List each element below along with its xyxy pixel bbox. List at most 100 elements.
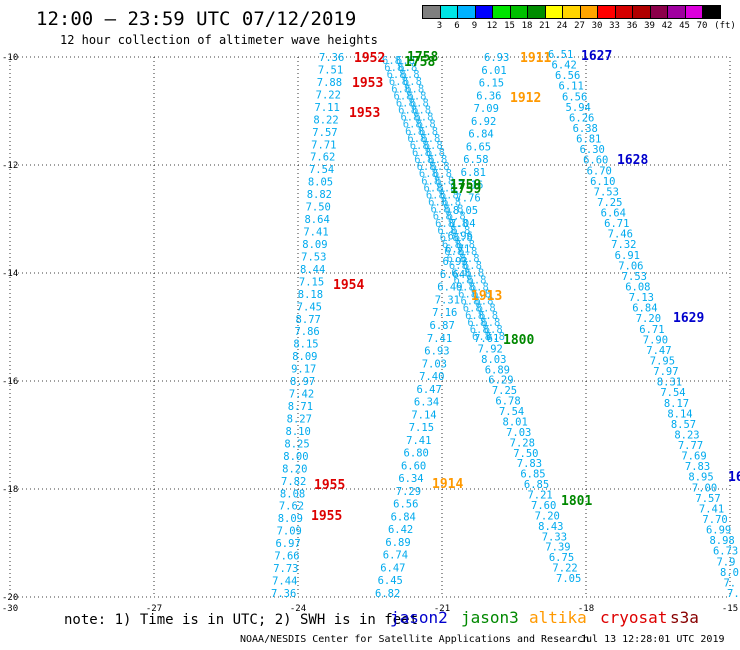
wave-height-value-track-1: 8.10 [286, 426, 311, 438]
wave-height-value-track-4: 6.08 [625, 282, 650, 294]
dense-wave-glyph: 6.8 [451, 267, 470, 279]
wave-height-value-track-4: 6.30 [580, 144, 605, 156]
dense-wave-glyph: 6.8 [382, 55, 401, 67]
dense-wave-glyph: 6.8 [442, 197, 461, 209]
wave-height-value-track-1: 7.11 [315, 102, 340, 114]
colorbar-label: 30 [591, 21, 603, 31]
dense-wave-glyph: 6.8 [401, 69, 420, 81]
wave-height-value-track-2: 6.36 [476, 90, 501, 102]
dense-wave-glyph: 6.8 [389, 76, 408, 88]
wave-height-value-track-1: 8.64 [304, 214, 329, 226]
pass-time-label: 1629 [673, 311, 704, 326]
footer-timestamp: Jul 13 12:28:01 UTC 2019 [580, 634, 725, 645]
dense-wave-glyph: 6.8 [474, 296, 493, 308]
wave-height-value-track-2: 7.14 [411, 409, 436, 421]
dense-wave-glyph: 6.8 [458, 289, 477, 301]
dense-wave-glyph: 6.8 [461, 253, 480, 265]
dense-wave-glyph: 6.8 [398, 62, 417, 74]
dense-wave-glyph: 6.8 [451, 225, 470, 237]
wave-height-value-track-1: 7.22 [316, 89, 341, 101]
wave-height-value-track-2: 7.04 [450, 218, 475, 230]
dense-wave-glyph: 6.8 [481, 317, 500, 329]
wave-height-value-track-1: 8.15 [293, 339, 318, 351]
dense-wave-glyph: 6.8 [405, 83, 424, 95]
wave-height-value-track-2: 7.03 [422, 358, 447, 370]
dense-wave-glyph: 6.8 [424, 140, 443, 152]
wave-height-value-track-1: 8.27 [287, 413, 312, 425]
wave-height-value-track-1: 8.05 [308, 177, 333, 189]
dense-overlapping-values: 6.86.86.86.86.86.86.86.86.86.86.86.86.86… [382, 55, 505, 343]
wave-height-value-track-2: 6.71 [445, 243, 470, 255]
wave-height-value-track-1: 8.25 [284, 438, 309, 450]
colorbar-label: 70 [696, 21, 708, 31]
latitude-tick-label: -10 [2, 53, 18, 63]
dense-wave-glyph: 6.8 [454, 232, 473, 244]
pass-time-label: 1954 [333, 278, 364, 293]
dense-wave-glyph: 6.8 [447, 253, 466, 265]
wave-height-value-track-3: 6.75 [549, 552, 574, 564]
wave-height-value-track-1: 7.57 [312, 127, 337, 139]
dense-wave-glyph: 6.8 [408, 90, 427, 102]
wave-height-value-track-4: 8.31 [657, 377, 682, 389]
longitude-tick-label: -24 [290, 604, 306, 614]
dense-wave-glyph: 6.8 [444, 246, 463, 258]
dense-wave-glyph: 6.8 [387, 69, 406, 81]
wave-height-value-track-4: 6.56 [562, 91, 587, 103]
wave-height-value-track-4: 8.14 [667, 408, 692, 420]
wave-height-value-track-3: 7.05 [556, 573, 581, 585]
dense-wave-glyph: 6.8 [460, 296, 479, 308]
pass-time-label: 1911 [520, 51, 551, 66]
wave-height-value-track-2: 6.84 [391, 511, 416, 523]
wave-height-value-track-4: 7.46 [608, 229, 633, 241]
wave-height-value-track-2: 7.40 [419, 371, 444, 383]
dense-wave-glyph: 6.8 [419, 126, 438, 138]
wave-height-value-track-1: 8.44 [300, 264, 325, 276]
dense-wave-glyph: 6.8 [472, 331, 491, 343]
wave-height-value-track-2: 7.76 [455, 192, 480, 204]
wave-height-value-track-4: 7.25 [597, 197, 622, 209]
dense-wave-glyph: 6.8 [405, 126, 424, 138]
dense-wave-glyph: 6.8 [421, 133, 440, 145]
wave-height-value-track-2: 6.56 [393, 499, 418, 511]
wave-height-value-track-4: 6.71 [604, 218, 629, 230]
dense-wave-glyph: 6.8 [440, 232, 459, 244]
wave-height-value-track-2: 8.05 [453, 205, 478, 217]
satellite-legend-jason2: jason2 [390, 608, 448, 627]
wave-height-value-track-4: 8.98 [709, 535, 734, 547]
colorbar-label: 36 [626, 21, 638, 31]
dense-wave-glyph: 6.8 [435, 175, 454, 187]
wave-height-value-track-2: 7.15 [409, 422, 434, 434]
pass-time-label: 16 [728, 470, 740, 485]
colorbar-label: 42 [661, 21, 673, 31]
wave-height-value-track-2: 7.09 [474, 103, 499, 115]
wave-height-value-track-4: 6.10 [590, 176, 615, 188]
colorbar-label: 12 [486, 21, 498, 31]
wave-height-value-track-1: 7.54 [309, 164, 334, 176]
dense-wave-glyph: 6.8 [430, 204, 449, 216]
dense-wave-glyph: 6.8 [431, 161, 450, 173]
wave-height-value-track-3: 7.22 [552, 563, 577, 575]
pass-time-label: 1759 [450, 178, 481, 193]
wave-height-value-track-2: 6.34 [414, 397, 439, 409]
wave-height-value-track-1: 8.82 [307, 189, 332, 201]
pass-time-label: 1952 [354, 51, 385, 66]
wave-height-value-track-3: 7.20 [535, 510, 560, 522]
wave-height-value-track-3: 8.43 [538, 521, 563, 533]
dense-wave-glyph: 6.8 [421, 175, 440, 187]
wave-height-value-track-2: 6.47 [380, 562, 405, 574]
dense-wave-glyph: 6.8 [433, 211, 452, 223]
wave-height-value-track-2: 6.65 [466, 141, 491, 153]
dense-wave-glyph: 6.8 [477, 303, 496, 315]
pass-time-label: 1955 [314, 478, 345, 493]
latitude-tick-label: -16 [2, 377, 18, 387]
dense-wave-glyph: 6.8 [426, 189, 445, 201]
wave-height-value-track-1: 7.53 [301, 251, 326, 263]
longitude-tick-label: -27 [146, 604, 162, 614]
wave-height-value-track-2: 6.81 [461, 167, 486, 179]
wave-height-value-track-1: 8.08 [280, 488, 305, 500]
dense-wave-glyph: 6.8 [444, 204, 463, 216]
wave-height-value-track-4: 6.99 [706, 525, 731, 537]
dense-wave-glyph: 6.8 [433, 168, 452, 180]
